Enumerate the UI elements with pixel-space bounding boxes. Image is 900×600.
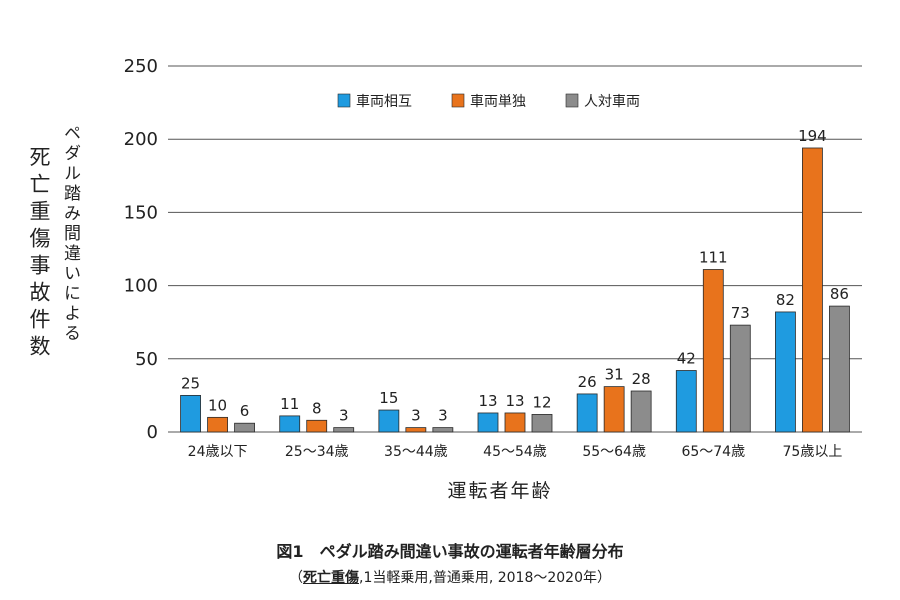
data-label: 42 (677, 350, 696, 368)
legend-label: 車両相互 (356, 93, 412, 110)
x-tick-label: 25～34歳 (285, 444, 349, 460)
data-label: 12 (532, 393, 551, 411)
bar (675, 370, 697, 433)
bar (306, 419, 328, 433)
legend-swatch (337, 93, 351, 108)
y-axis-ticks: 0 50 100 150 200 250 (124, 56, 158, 443)
legend-swatch (565, 93, 579, 108)
bar (802, 147, 823, 433)
bar (775, 311, 796, 433)
x-tick-label: 55～64歳 (582, 444, 646, 460)
y-tick-label: 250 (124, 56, 158, 77)
y-tick-label: 100 (124, 276, 158, 297)
bar (729, 324, 751, 433)
bar (630, 390, 652, 433)
x-axis-ticks: 24歳以下 25～34歳 35～44歳 45～54歳 55～64歳 65～74歳 75歳以上 (188, 444, 843, 460)
x-tick-label: 35～44歳 (384, 444, 448, 460)
subcaption-rest: ,1当軽乗用,普通乗用, 2018～2020年） (359, 570, 611, 586)
data-label: 10 (208, 396, 227, 414)
data-label: 8 (312, 399, 322, 417)
bar (405, 427, 427, 433)
x-axis-label: 運転者年齢 (447, 480, 553, 502)
x-tick-label: 45～54歳 (483, 444, 547, 460)
data-label: 13 (505, 392, 524, 410)
bar (207, 416, 228, 433)
data-label: 194 (798, 127, 827, 145)
bar (378, 409, 400, 433)
bar (234, 422, 255, 433)
x-tick-label: 75歳以上 (783, 444, 843, 460)
bar (829, 305, 850, 433)
subcaption-underlined: 死亡重傷 (303, 570, 360, 586)
bar (603, 386, 625, 433)
bar (432, 427, 454, 433)
bar (333, 427, 355, 433)
data-label: 25 (181, 374, 200, 392)
figure-title: ペダル踏み間違い事故の運転者年齢層分布 (319, 542, 624, 561)
y-tick-label: 50 (135, 349, 158, 370)
legend-swatch (451, 93, 465, 108)
data-label: 86 (830, 285, 849, 303)
data-label: 15 (379, 389, 398, 407)
legend: 車両相互 車両単独 人対車両 (337, 93, 640, 110)
bar (180, 394, 201, 433)
subcaption-open-paren: （ (289, 570, 304, 586)
y-tick-label: 0 (147, 422, 158, 443)
data-label: 31 (605, 366, 624, 384)
y-axis-label: 死亡重傷事故件数 (27, 146, 51, 362)
data-label: 111 (699, 248, 728, 266)
bars (180, 147, 850, 433)
y-tick-label: 200 (124, 129, 158, 150)
bar (531, 414, 553, 433)
data-label: 11 (280, 395, 299, 413)
legend-label: 人対車両 (584, 93, 640, 110)
figure-caption: 図1 ペダル踏み間違い事故の運転者年齢層分布 (0, 538, 900, 562)
data-label: 82 (776, 291, 795, 309)
bar (702, 269, 724, 433)
x-tick-label: 24歳以下 (188, 444, 248, 460)
y-tick-label: 150 (124, 202, 158, 223)
bar (576, 393, 598, 433)
x-tick-label: 65～74歳 (681, 444, 745, 460)
data-label: 73 (731, 304, 750, 322)
data-label: 3 (411, 407, 421, 425)
y-axis-sublabel: ペダル踏み間違いによる (60, 124, 80, 344)
legend-label: 車両単独 (470, 93, 526, 110)
bar (504, 412, 526, 433)
data-label: 6 (240, 402, 250, 420)
data-label: 3 (339, 407, 349, 425)
data-label: 28 (632, 370, 651, 388)
data-label: 13 (478, 392, 497, 410)
bar (477, 412, 499, 433)
data-label: 26 (578, 373, 597, 391)
bar (279, 415, 301, 433)
gridlines (168, 65, 862, 433)
figure-subcaption: （死亡重傷,1当軽乗用,普通乗用, 2018～2020年） (0, 567, 900, 587)
data-label: 3 (438, 407, 448, 425)
figure-number: 図1 (276, 542, 304, 561)
